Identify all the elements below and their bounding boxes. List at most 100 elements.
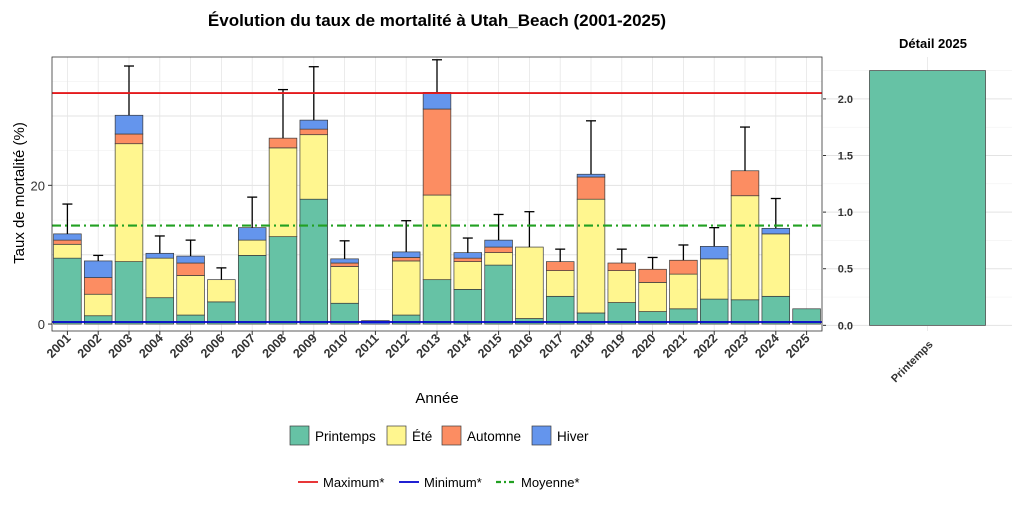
bar-automne-2018: [576, 176, 606, 200]
bar-automne-2021: [669, 259, 698, 275]
bar-été-2021: [669, 273, 698, 310]
bar-automne-2005: [176, 262, 205, 276]
bar-été-2003: [114, 143, 144, 262]
bar-automne-2002: [83, 277, 113, 295]
bar-automne-2001: [53, 239, 82, 245]
bar-hiver-2012: [391, 251, 421, 258]
y-tick-label: 0: [38, 317, 45, 332]
bar-printemps-2014: [453, 289, 483, 325]
bar-automne-2014: [453, 257, 483, 262]
bar-printemps-2009: [299, 198, 329, 325]
bar-printemps-2023: [730, 299, 760, 325]
season-legend: Printemps Été Automne Hiver: [289, 425, 589, 446]
detail-chart-title: Détail 2025: [899, 36, 967, 51]
bar-printemps-2003: [114, 261, 144, 325]
bar-été-2006: [207, 279, 236, 303]
bar-hiver-2014: [453, 252, 483, 259]
detail-y-tick-label: 0.5: [838, 264, 853, 276]
bar-été-2001: [53, 243, 82, 259]
bar-automne-2023: [730, 170, 760, 197]
bar-hiver-2015: [484, 239, 513, 248]
bar-printemps-2010: [330, 302, 359, 325]
bar-hiver-2005: [176, 255, 205, 264]
bar-automne-2013: [422, 108, 452, 196]
bar-été-2012: [391, 260, 421, 316]
x-axis-title: Année: [415, 390, 458, 407]
bar-printemps-2025: [792, 308, 821, 325]
reference-legend: Maximum* Minimum* Moyenne*: [298, 475, 580, 490]
main-chart-title: Évolution du taux de mortalité à Utah_Be…: [208, 11, 666, 30]
bar-hiver-2009: [299, 119, 329, 130]
bar-automne-2015: [484, 246, 513, 253]
bar-été-2017: [545, 270, 575, 297]
bar-été-2002: [83, 293, 113, 317]
bar-printemps-2017: [545, 295, 575, 325]
legend-swatch-hiver: [531, 425, 552, 446]
legend-label-été: Été: [412, 429, 432, 444]
bar-été-2020: [638, 282, 667, 312]
bar-hiver-2004: [145, 252, 175, 259]
bar-automne-2017: [545, 261, 575, 272]
bar-printemps-2008: [268, 236, 298, 325]
bar-printemps-2001: [53, 257, 82, 325]
bar-hiver-2018: [576, 173, 606, 178]
bar-hiver-2003: [114, 114, 144, 135]
bar-été-2016: [515, 246, 544, 319]
bar-été-2015: [484, 252, 513, 266]
bar-printemps-2006: [207, 301, 236, 325]
bar-hiver-2010: [330, 258, 359, 264]
legend-label-automne: Automne: [467, 429, 521, 444]
detail-y-tick-label: 2.0: [838, 94, 853, 106]
bar-automne-2012: [391, 257, 421, 262]
bar-automne-2009: [299, 128, 329, 136]
bar-été-2005: [176, 275, 205, 316]
detail-bars: [869, 70, 986, 326]
bar-hiver-2024: [761, 227, 791, 235]
bar-printemps-2013: [422, 279, 452, 325]
bar-printemps-2015: [484, 264, 513, 325]
legend-swatch-été: [386, 425, 407, 446]
bar-été-2013: [422, 194, 452, 281]
bar-automne-2019: [607, 262, 637, 272]
legend-swatch-automne: [441, 425, 462, 446]
legend-label-minimum: Minimum*: [424, 475, 482, 490]
bar-été-2010: [330, 266, 359, 304]
bar-été-2009: [299, 134, 329, 200]
bar-printemps-2022: [699, 298, 729, 325]
legend-label-moyenne: Moyenne*: [521, 475, 580, 490]
bar-automne-2010: [330, 262, 359, 267]
detail-bar-printemps: [869, 70, 986, 326]
bar-printemps-2007: [237, 255, 267, 325]
legend-label-printemps: Printemps: [315, 429, 376, 444]
bar-hiver-2022: [699, 246, 729, 260]
bar-hiver-2007: [237, 227, 267, 241]
main-reference-lines: [52, 92, 822, 323]
bar-été-2008: [268, 147, 298, 238]
bar-été-2018: [576, 198, 606, 314]
legend-label-hiver: Hiver: [557, 429, 589, 444]
bar-printemps-2019: [607, 302, 637, 325]
bar-été-2023: [730, 195, 760, 301]
bar-été-2014: [453, 261, 483, 290]
bar-printemps-2024: [761, 295, 791, 325]
bar-hiver-2002: [83, 260, 113, 278]
bar-hiver-2013: [422, 92, 452, 110]
bar-automne-2020: [638, 268, 667, 283]
bar-été-2022: [699, 258, 729, 300]
bar-été-2024: [761, 233, 791, 297]
detail-y-tick-label: 1.0: [838, 207, 853, 219]
bar-été-2004: [145, 257, 175, 299]
legend-swatch-printemps: [289, 425, 310, 446]
bar-automne-2003: [114, 133, 144, 145]
main-bars: [53, 92, 821, 325]
bar-été-2007: [237, 239, 267, 256]
bar-hiver-2001: [53, 233, 82, 241]
bar-printemps-2004: [145, 297, 175, 325]
y-axis-title: Taux de mortalité (%): [11, 122, 28, 264]
bar-été-2019: [607, 270, 637, 303]
legend-label-maximum: Maximum*: [323, 475, 384, 490]
detail-y-tick-label: 0.0: [838, 320, 853, 332]
bar-automne-2008: [268, 137, 298, 149]
